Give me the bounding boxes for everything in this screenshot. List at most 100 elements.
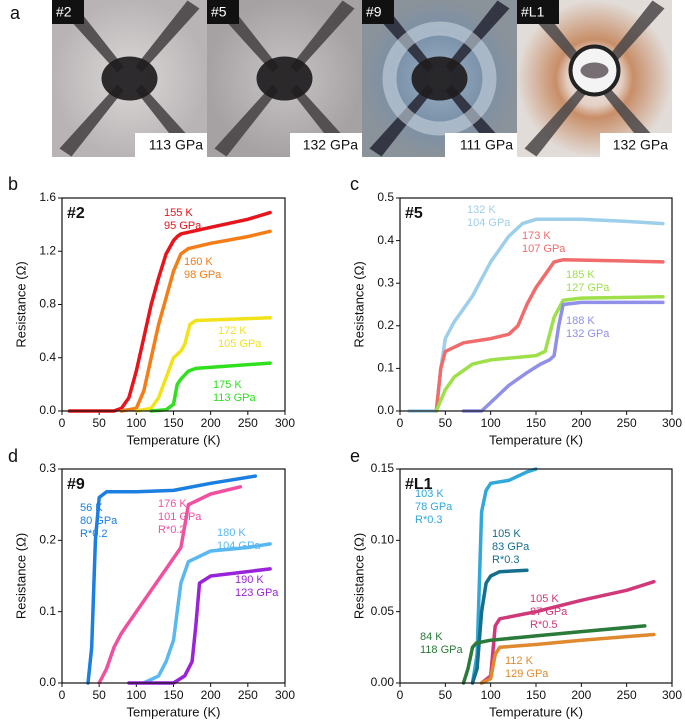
curve-annotation: 185 K: [566, 269, 595, 281]
y-tick-label: 0.3: [39, 461, 56, 475]
x-tick-label: 0: [397, 416, 404, 430]
x-tick-label: 150: [526, 688, 546, 702]
label-box: [135, 133, 207, 157]
curve-annotation: 95 GPa: [164, 220, 202, 232]
sample-label: #5: [211, 4, 227, 20]
sample: [101, 56, 158, 101]
curve-annotation: 103 K: [415, 488, 444, 500]
x-axis-title: Temperature (K): [127, 704, 221, 719]
x-tick-label: 300: [275, 416, 295, 430]
x-tick-label: 100: [126, 416, 146, 430]
label-box: [207, 0, 239, 24]
x-tick-label: 150: [526, 416, 546, 430]
curve-annotation: 101 GPa: [158, 511, 202, 523]
curve: [407, 217, 665, 413]
electrode: [290, 0, 355, 73]
curve-annotation: R*0.2: [80, 528, 108, 540]
curve: [470, 568, 529, 685]
x-axis-title: Temperature (K): [127, 432, 221, 447]
curve-annotation: R*0.3: [492, 554, 520, 566]
x-tick-label: 200: [571, 688, 591, 702]
x-tick-label: 150: [163, 416, 183, 430]
x-tick-label: 100: [481, 688, 501, 702]
curve-annotation: 78 GPa: [415, 501, 453, 513]
y-tick-label: 0.0: [39, 675, 56, 689]
curve: [434, 295, 665, 413]
panel-letter: e: [350, 446, 360, 466]
curve: [119, 229, 272, 413]
sample-label: #2: [56, 4, 72, 20]
label-box: [52, 0, 84, 24]
curve-annotation: 87 GPa: [530, 606, 568, 618]
y-tick-label: 0.10: [371, 533, 395, 547]
plot-frame: [61, 468, 286, 684]
curve: [434, 258, 665, 413]
curve-annotation: 105 K: [530, 593, 559, 605]
x-tick-label: 250: [617, 688, 637, 702]
x-tick-label: 0: [59, 416, 66, 430]
panel-letter: c: [350, 174, 359, 194]
curve-annotation: 56 K: [80, 502, 103, 514]
curve-annotation: 80 GPa: [80, 515, 118, 527]
y-tick-label: 1.2: [39, 243, 56, 257]
x-tick-label: 50: [439, 688, 453, 702]
x-tick-label: 100: [481, 416, 501, 430]
y-tick-label: 0.00: [371, 675, 395, 689]
x-tick-label: 0: [59, 688, 66, 702]
curve-annotation: 98 GPa: [184, 269, 222, 281]
curve: [86, 474, 258, 685]
curve-annotation: 190 K: [235, 574, 264, 586]
curve-annotation: 83 GPa: [492, 541, 530, 553]
x-tick-label: 250: [238, 688, 258, 702]
x-tick-label: 300: [662, 416, 682, 430]
curve: [149, 361, 272, 413]
y-tick-label: 0.2: [39, 533, 56, 547]
curve-annotation: 105 K: [492, 528, 521, 540]
curve-annotation: 127 GPa: [566, 282, 610, 294]
curve-annotation: 155 K: [164, 207, 193, 219]
curve-annotation: 118 GPa: [420, 644, 463, 656]
curve-annotation: 104 GPa: [467, 217, 511, 229]
curve-annotation: R*0.3: [415, 514, 443, 526]
pressure-label: 132 GPa: [613, 137, 668, 153]
x-tick-label: 200: [201, 688, 221, 702]
y-axis-title: Resistance (Ω): [13, 533, 28, 619]
curve-annotation: R*0.5: [530, 619, 558, 631]
curve: [479, 632, 656, 685]
electrode: [524, 84, 589, 157]
plot-frame: [399, 197, 673, 412]
x-tick-label: 200: [201, 416, 221, 430]
x-axis-title: Temperature (K): [489, 704, 583, 719]
label-box: [290, 133, 362, 157]
y-tick-label: 0.1: [377, 361, 394, 375]
x-tick-label: 100: [126, 688, 146, 702]
curve-annotation: 176 K: [158, 498, 187, 510]
curve: [127, 567, 272, 685]
curve-annotation: 173 K: [522, 230, 551, 242]
x-tick-label: 50: [92, 688, 106, 702]
sample-label: #L1: [521, 4, 545, 20]
curve-annotation: 172 K: [218, 325, 247, 337]
y-tick-label: 0.05: [371, 604, 395, 618]
electrode: [214, 84, 279, 157]
y-axis-title: Resistance (Ω): [13, 261, 28, 347]
curve-annotation: 132 GPa: [566, 328, 610, 340]
sample: [411, 56, 468, 101]
electrode: [135, 0, 200, 73]
electrode: [600, 0, 665, 73]
sample-label: #9: [366, 4, 382, 20]
curve: [67, 210, 272, 413]
plot-frame: [61, 197, 286, 412]
x-axis-title: Temperature (K): [489, 432, 583, 447]
sample: [580, 62, 609, 79]
curve-annotation: 104 GPa: [217, 540, 261, 552]
curve-annotation: 175 K: [213, 379, 242, 391]
y-tick-label: 0.1: [39, 604, 56, 618]
x-tick-label: 150: [163, 688, 183, 702]
curve: [461, 624, 647, 685]
x-tick-label: 200: [571, 416, 591, 430]
sample-label: #L1: [405, 476, 433, 493]
curve-annotation: 129 GPa: [505, 668, 549, 680]
curve-annotation: 132 K: [467, 204, 496, 216]
